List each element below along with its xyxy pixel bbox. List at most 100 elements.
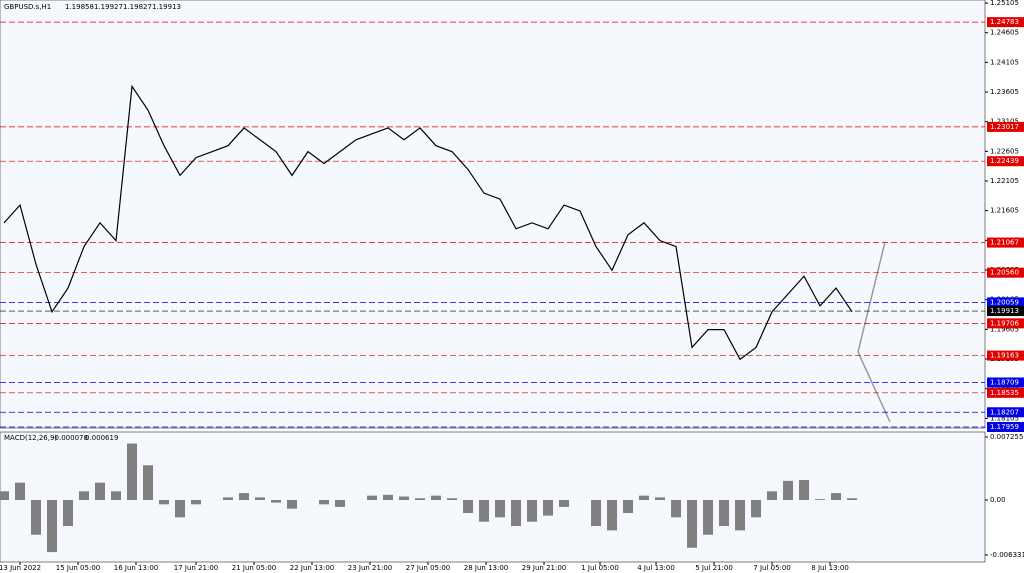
level-box bbox=[987, 267, 1024, 278]
level-box bbox=[987, 237, 1024, 248]
y-tick-label: 1.23605 bbox=[990, 88, 1019, 96]
level-box bbox=[987, 156, 1024, 167]
x-tick-label: 5 Jul 21:00 bbox=[695, 564, 733, 572]
ohlc-open: 1.19858 bbox=[65, 3, 94, 11]
level-label: 1.18535 bbox=[990, 389, 1019, 397]
macd-bar bbox=[655, 497, 666, 500]
macd-bar bbox=[511, 499, 522, 527]
level-box bbox=[987, 387, 1024, 398]
macd-bar bbox=[399, 496, 410, 500]
chart-title: GBPUSD.s,H1 bbox=[4, 3, 51, 11]
y-tick-label: 1.24605 bbox=[990, 29, 1019, 37]
macd-bar bbox=[623, 499, 634, 514]
ohlc-close: 1.19913 bbox=[152, 3, 181, 11]
macd-bar bbox=[495, 499, 506, 518]
macd-bar bbox=[47, 499, 58, 553]
x-tick-label: 27 Jun 05:00 bbox=[406, 564, 450, 572]
macd-bar bbox=[687, 499, 698, 548]
x-tick-label: 29 Jun 21:00 bbox=[522, 564, 566, 572]
x-tick-label: 8 Jul 13:00 bbox=[811, 564, 849, 572]
macd-title: MACD(12,26,9) bbox=[4, 434, 57, 442]
macd-panel bbox=[0, 431, 986, 563]
projection-arrow bbox=[857, 351, 891, 423]
macd-bar bbox=[559, 499, 570, 507]
projection-arrow bbox=[857, 241, 886, 353]
x-tick-label: 23 Jun 21:00 bbox=[348, 564, 392, 572]
y-tick-label: 1.24105 bbox=[990, 58, 1019, 66]
macd-bar bbox=[0, 491, 10, 500]
level-label: 1.19913 bbox=[990, 307, 1019, 315]
price-panel bbox=[0, 0, 986, 429]
y-tick-label: 1.19605 bbox=[990, 325, 1019, 333]
y-tick-label: -0.006331 bbox=[990, 551, 1024, 559]
level-label: 1.20059 bbox=[990, 298, 1019, 306]
y-tick-label: 1.21605 bbox=[990, 207, 1019, 215]
y-tick-label: 1.18105 bbox=[990, 414, 1019, 422]
level-label: 1.22439 bbox=[990, 157, 1019, 165]
macd-bar bbox=[335, 499, 346, 507]
macd-bar bbox=[127, 443, 138, 500]
y-tick-label: 0.007255 bbox=[990, 433, 1023, 441]
macd-bar bbox=[63, 499, 74, 527]
y-tick-label: 1.22105 bbox=[990, 177, 1019, 185]
macd-bar bbox=[31, 499, 42, 535]
macd-bar bbox=[367, 495, 378, 500]
x-tick-label: 13 Jun 2022 bbox=[0, 564, 41, 572]
macd-bar bbox=[751, 499, 762, 518]
macd-bar bbox=[767, 491, 778, 500]
level-label: 1.19163 bbox=[990, 352, 1019, 360]
macd-bar bbox=[831, 493, 842, 500]
macd-bar bbox=[719, 499, 730, 527]
macd-bar bbox=[607, 499, 618, 531]
macd-bar bbox=[703, 499, 714, 535]
x-tick-label: 16 Jun 13:00 bbox=[114, 564, 158, 572]
macd-bar bbox=[415, 498, 426, 500]
macd-bar bbox=[79, 491, 90, 500]
macd-bar bbox=[799, 480, 810, 500]
y-tick-label: 1.22605 bbox=[990, 147, 1019, 155]
macd-bar bbox=[191, 499, 202, 505]
level-box bbox=[987, 297, 1024, 308]
macd-bar bbox=[271, 499, 282, 503]
level-box bbox=[987, 121, 1024, 132]
macd-bar bbox=[319, 499, 330, 505]
macd-bar bbox=[223, 497, 234, 500]
x-tick-label: 7 Jul 05:00 bbox=[753, 564, 791, 572]
x-tick-label: 28 Jun 13:00 bbox=[464, 564, 508, 572]
macd-bar bbox=[287, 499, 298, 509]
macd-bar bbox=[463, 499, 474, 514]
macd-bar bbox=[431, 495, 442, 500]
macd-bar bbox=[591, 499, 602, 527]
level-label: 1.18207 bbox=[990, 408, 1019, 416]
y-tick-label: 1.23105 bbox=[990, 118, 1019, 126]
macd-bar bbox=[143, 465, 154, 500]
ohlc-high: 1.19927 bbox=[94, 3, 123, 11]
macd-bar bbox=[383, 494, 394, 500]
macd-bar bbox=[847, 498, 858, 500]
macd-bar bbox=[543, 499, 554, 516]
macd-bar bbox=[735, 499, 746, 531]
level-box bbox=[987, 306, 1024, 317]
level-label: 1.17959 bbox=[990, 423, 1019, 431]
macd-bar bbox=[527, 499, 538, 522]
y-tick-label: 1.25105 bbox=[990, 0, 1019, 7]
level-label: 1.20560 bbox=[990, 269, 1019, 277]
x-tick-label: 1 Jul 05:00 bbox=[581, 564, 619, 572]
level-box bbox=[987, 318, 1024, 329]
x-tick-label: 4 Jul 13:00 bbox=[637, 564, 675, 572]
level-label: 1.18709 bbox=[990, 378, 1019, 386]
x-tick-label: 15 Jun 05:00 bbox=[56, 564, 100, 572]
macd-bar bbox=[95, 482, 106, 500]
level-box bbox=[987, 377, 1024, 388]
price-line bbox=[3, 84, 853, 361]
macd-bar bbox=[15, 482, 26, 500]
macd-bar bbox=[671, 499, 682, 518]
level-box bbox=[987, 17, 1024, 28]
macd-bar bbox=[255, 497, 266, 500]
macd-bar bbox=[815, 499, 826, 500]
level-label: 1.21067 bbox=[990, 239, 1019, 247]
macd-bar bbox=[639, 495, 650, 500]
x-tick-label: 17 Jun 21:00 bbox=[174, 564, 218, 572]
macd-bar bbox=[175, 499, 186, 518]
